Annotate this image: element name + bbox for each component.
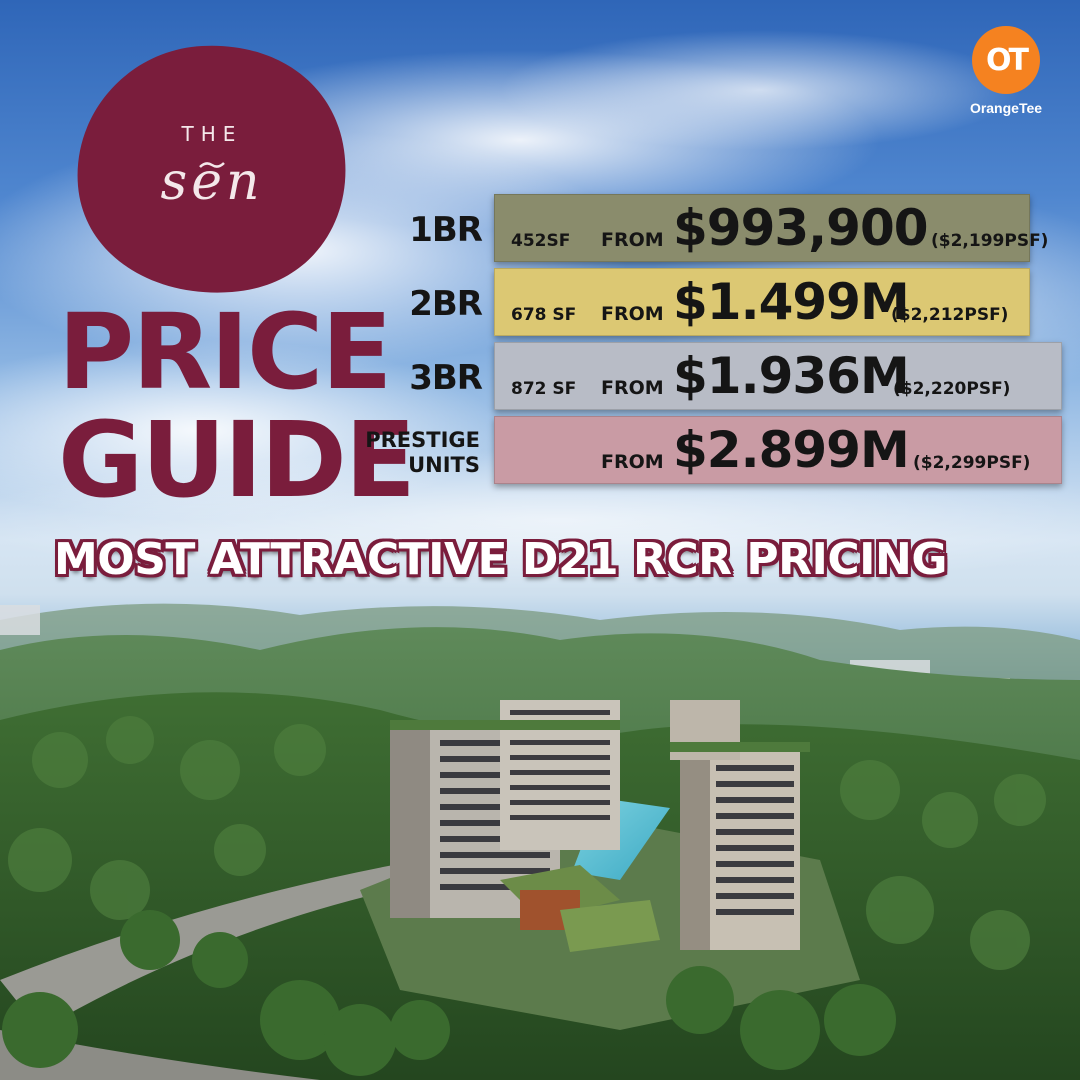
price-bar-2br: 678 SF FROM $1.499M ($2,212PSF) [494, 268, 1030, 336]
psf-value: ($2,220PSF) [893, 379, 1011, 399]
logo-blob-shape [77, 45, 346, 293]
tagline: MOST ATTRACTIVE D21 RCR PRICING [54, 534, 947, 585]
price-value: $1.936M [673, 347, 910, 405]
price-bar-prestige: FROM $2.899M ($2,299PSF) [494, 416, 1062, 484]
logo-sen-text: sen [160, 152, 264, 212]
from-label: FROM [601, 377, 664, 399]
row-label-3br: 3BR [409, 358, 483, 398]
row-label-prestige: PRESTIGE UNITS [365, 428, 480, 478]
from-label: FROM [601, 229, 664, 251]
the-sen-logo: THE sen [72, 40, 352, 296]
logo-the-text: THE [181, 122, 243, 146]
price-value: $1.499M [673, 273, 910, 331]
psf-value: ($2,212PSF) [891, 305, 1009, 325]
price-bar-3br: 872 SF FROM $1.936M ($2,220PSF) [494, 342, 1062, 410]
orangetee-name: OrangeTee [969, 100, 1043, 116]
orangetee-logo: OT OrangeTee [958, 26, 1054, 116]
unit-size: 452SF [511, 231, 571, 251]
headline-guide: GUIDE [58, 399, 416, 521]
row-label-2br: 2BR [409, 284, 483, 324]
headline-price: PRICE [58, 291, 392, 413]
psf-value: ($2,299PSF) [913, 453, 1031, 473]
orangetee-mark-icon: OT [972, 26, 1040, 94]
from-label: FROM [601, 451, 664, 473]
row-label-1br: 1BR [409, 210, 483, 250]
from-label: FROM [601, 303, 664, 325]
prestige-line2: UNITS [408, 453, 480, 477]
price-bar-1br: 452SF FROM $993,900 ($2,199PSF) [494, 194, 1048, 262]
unit-size: 872 SF [511, 379, 577, 399]
logo-tilde-mark [199, 162, 225, 168]
psf-value: ($2,199PSF) [931, 231, 1049, 251]
prestige-line1: PRESTIGE [365, 428, 480, 452]
price-value: $2.899M [673, 421, 910, 479]
condo-aerial-rendering [0, 603, 1080, 1080]
unit-size: 678 SF [511, 305, 577, 325]
price-value: $993,900 [673, 199, 929, 257]
